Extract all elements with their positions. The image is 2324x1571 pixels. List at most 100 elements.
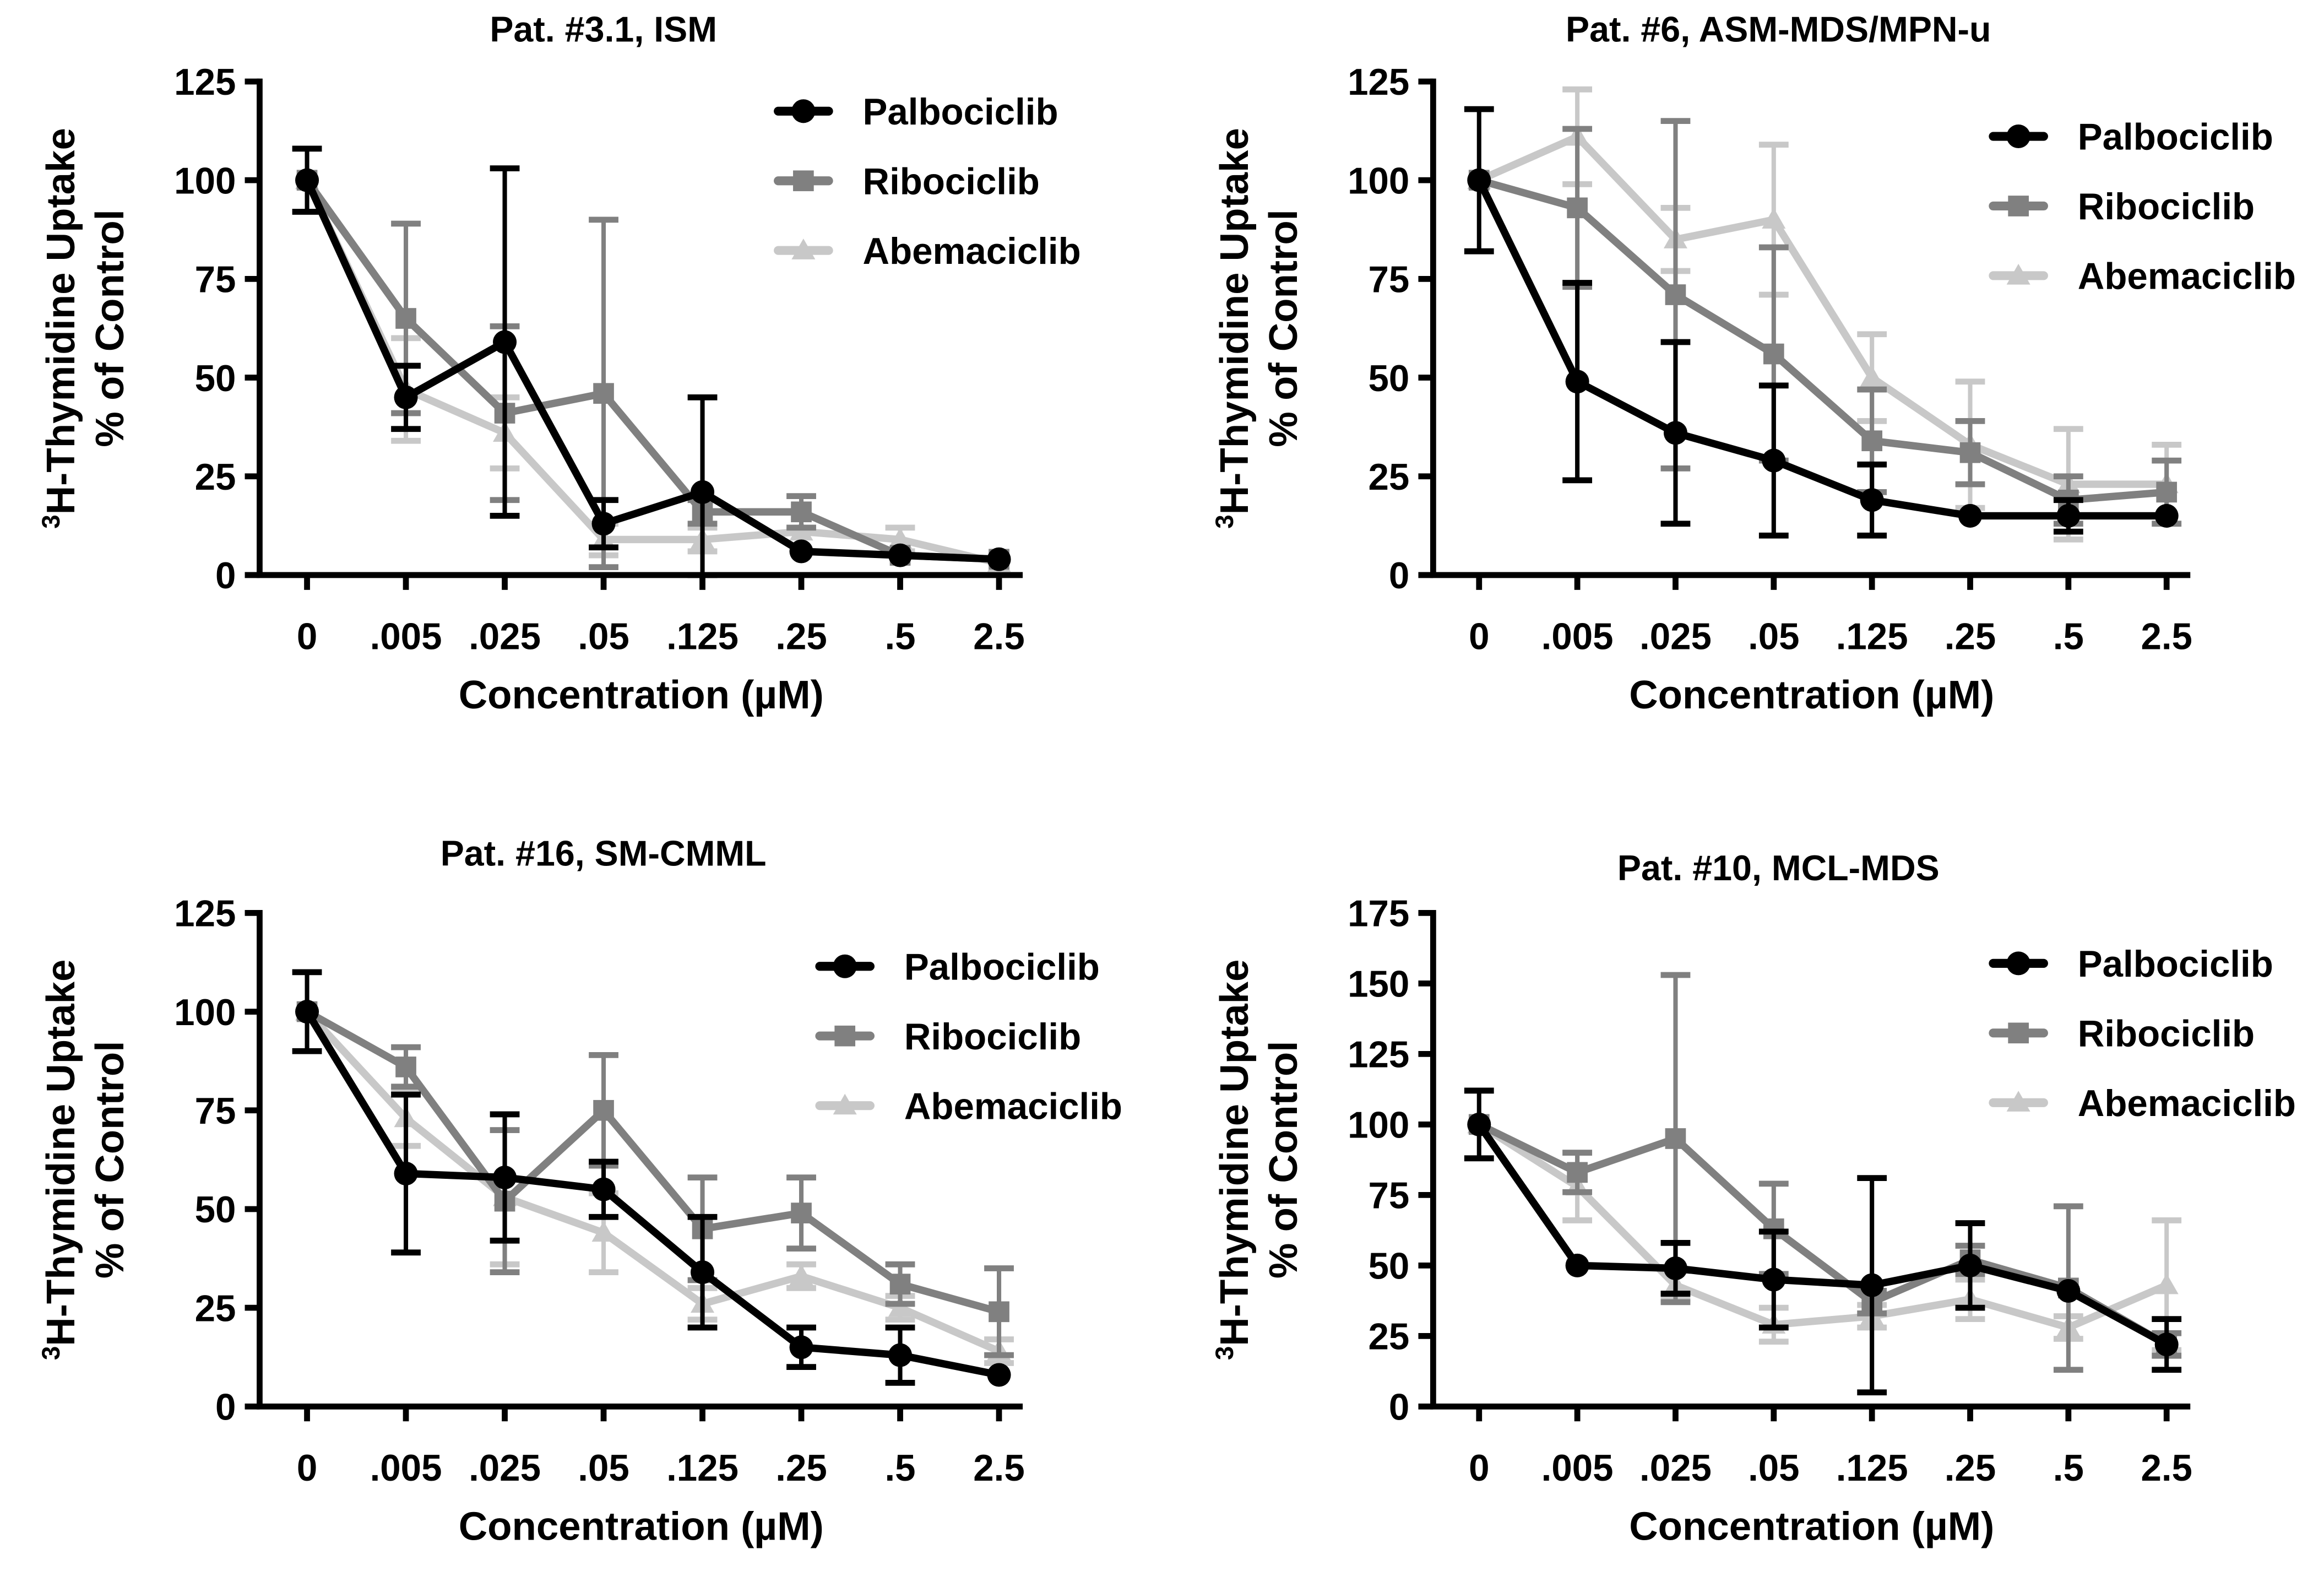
legend-item-ribociclib: Ribociclib xyxy=(1989,186,2255,227)
data-point xyxy=(1861,430,1882,452)
y-tick-label: 125 xyxy=(174,893,236,935)
data-point xyxy=(295,168,319,192)
x-axis-label: Concentration (µM) xyxy=(1629,673,1994,717)
legend-label: Abemaciclib xyxy=(2078,256,2296,297)
y-axis-label-superscript: 3 xyxy=(1210,1346,1239,1360)
x-tick-label: .025 xyxy=(1639,1448,1712,1489)
legend-marker xyxy=(834,1025,856,1047)
data-point xyxy=(987,547,1011,571)
legend-label: Palbociclib xyxy=(2078,944,2273,985)
y-tick-label: 75 xyxy=(195,1091,236,1132)
series-abemaciclib xyxy=(1467,86,2182,543)
data-point xyxy=(791,501,812,523)
legend-label: Abemaciclib xyxy=(863,231,1081,272)
data-point xyxy=(1959,442,1981,463)
y-axis-label-superscript: 3 xyxy=(37,514,65,528)
legend-marker xyxy=(2006,1091,2030,1112)
y-tick-label: 50 xyxy=(1369,1246,1410,1287)
y-tick-label: 100 xyxy=(1348,160,1409,202)
y-axis-label-line1: H-Thymidine Uptake xyxy=(39,960,83,1346)
legend-marker xyxy=(2006,951,2030,976)
series-ribociclib xyxy=(1468,118,2182,527)
data-point xyxy=(1762,1267,1786,1292)
data-point xyxy=(395,1057,416,1077)
legend-label: Abemaciclib xyxy=(904,1086,1122,1127)
data-point xyxy=(1567,197,1588,219)
x-tick-label: .005 xyxy=(370,1448,442,1489)
legend-label: Abemaciclib xyxy=(2078,1083,2296,1124)
y-tick-label: 125 xyxy=(1348,62,1409,103)
x-tick-label: .5 xyxy=(2053,1448,2084,1489)
chart-panel-3: Pat. #16, SM-CMML 0 25 50 75 100 125 0 .005 .025.… xyxy=(37,833,1122,1548)
x-tick-label: .125 xyxy=(666,1448,739,1489)
x-tick-label: 0 xyxy=(1469,1448,1489,1489)
legend-label: Ribociclib xyxy=(2078,186,2255,227)
y-axis-label-line1: H-Thymidine Uptake xyxy=(39,128,83,514)
y-axis-label: 3H-Thymidine Uptake xyxy=(1210,128,1257,529)
series-palbociclib xyxy=(1464,106,2179,539)
legend: Palbociclib Ribociclib Abemaciclib xyxy=(774,91,1081,272)
data-point xyxy=(2156,481,2178,503)
data-point xyxy=(1665,284,1686,305)
data-point xyxy=(2056,503,2081,528)
legend-item-ribociclib: Ribociclib xyxy=(815,1016,1081,1058)
data-point xyxy=(791,1202,812,1223)
y-tick-label: 75 xyxy=(195,259,236,301)
x-tick-label: 2.5 xyxy=(973,616,1024,657)
data-point xyxy=(295,1000,319,1024)
y-tick-label: 100 xyxy=(174,992,236,1033)
chart-title: Pat. #3.1, ISM xyxy=(490,9,717,49)
series-line xyxy=(1478,133,2167,488)
legend-marker xyxy=(793,170,814,192)
data-point xyxy=(591,512,616,536)
legend-label: Palbociclib xyxy=(904,946,1100,988)
data-point xyxy=(593,383,614,404)
chart-panel-2: Pat. #6, ASM-MDS/MPN-u 0 25 50 75 100 125 0 .005… xyxy=(1210,9,2296,717)
y-tick-label: 125 xyxy=(1348,1034,1409,1076)
data-point xyxy=(2154,1332,2179,1357)
series-line xyxy=(1476,1122,2169,1348)
series-line xyxy=(303,178,1000,563)
legend-label: Palbociclib xyxy=(2078,117,2273,158)
series-abemaciclib xyxy=(1467,1112,2182,1353)
y-axis-label-line2: % of Control xyxy=(88,1041,132,1279)
x-tick-label: .125 xyxy=(1836,616,1908,657)
y-axis-label-superscript: 3 xyxy=(37,1346,65,1360)
legend-marker xyxy=(833,1093,857,1115)
y-axis-label-line1: H-Thymidine Uptake xyxy=(1212,128,1257,514)
legend: Palbociclib Ribociclib Abemaciclib xyxy=(815,946,1122,1127)
legend-item-abemaciclib: Abemaciclib xyxy=(774,231,1081,272)
y-axis-label-line2: % of Control xyxy=(88,209,132,447)
y-tick-label: 0 xyxy=(1389,555,1409,597)
legend-marker xyxy=(2006,124,2030,149)
y-tick-label: 150 xyxy=(1348,964,1409,1005)
data-point xyxy=(1762,448,1786,473)
legend-label: Ribociclib xyxy=(2078,1014,2255,1055)
legend-item-palbociclib: Palbociclib xyxy=(1989,944,2273,985)
legend-item-abemaciclib: Abemaciclib xyxy=(815,1086,1122,1127)
x-tick-label: .5 xyxy=(2053,616,2084,657)
data-point xyxy=(1567,1162,1588,1183)
y-axis-label: 3H-Thymidine Uptake xyxy=(37,960,83,1361)
data-point xyxy=(1565,1253,1589,1277)
data-point xyxy=(789,539,813,564)
y-tick-label: 100 xyxy=(174,160,236,202)
series-palbociclib xyxy=(1464,1087,2182,1396)
x-tick-label: 0 xyxy=(297,616,317,657)
y-tick-label: 50 xyxy=(195,1189,236,1231)
legend-label: Ribociclib xyxy=(863,161,1040,202)
x-tick-label: .5 xyxy=(884,1448,915,1489)
x-tick-label: .005 xyxy=(1541,1448,1614,1489)
legend-item-abemaciclib: Abemaciclib xyxy=(1989,1083,2296,1124)
series-line xyxy=(304,1009,1001,1355)
data-point xyxy=(2056,1279,2081,1303)
x-tick-label: .005 xyxy=(370,616,442,657)
y-axis-label-line1: H-Thymidine Uptake xyxy=(1212,960,1257,1346)
y-axis-label-superscript: 3 xyxy=(1210,514,1239,528)
y-axis-label: 3H-Thymidine Uptake xyxy=(37,128,83,529)
series-line xyxy=(304,178,1000,563)
data-point xyxy=(1467,168,1491,192)
series-line xyxy=(303,1010,1000,1379)
data-point xyxy=(789,1264,813,1285)
